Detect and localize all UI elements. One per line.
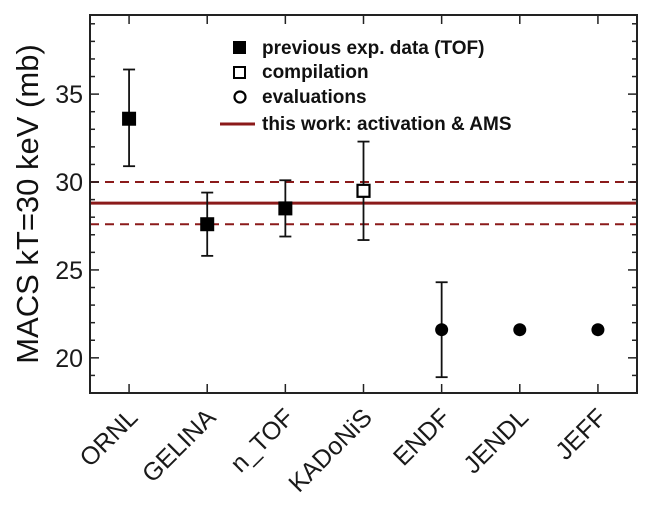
x-tick-label: KADoNiS [283, 403, 377, 497]
x-tick-label: JEFF [550, 403, 612, 465]
data-markers [122, 111, 605, 337]
data-point-n_TOF [278, 201, 293, 216]
data-point-JENDL [513, 323, 527, 337]
legend-entry-compilation: compilation [262, 62, 369, 83]
legend: previous exp. data (TOF) compilation eva… [220, 38, 512, 135]
x-tick-label: ORNL [74, 403, 143, 472]
x-tick-label: GELINA [137, 403, 222, 488]
legend-entry-this-work: this work: activation & AMS [262, 114, 512, 135]
legend-marker-open-square [233, 66, 246, 79]
data-point-ENDF [435, 323, 449, 337]
y-tick-label: 25 [55, 257, 83, 285]
y-axis-label: MACS kT=30 keV (mb) [10, 44, 45, 364]
legend-marker-filled-square [233, 41, 246, 54]
legend-marker-open-circle [233, 90, 247, 104]
legend-entry-previous-data: previous exp. data (TOF) [262, 38, 484, 59]
x-tick-label: JENDL [458, 403, 534, 479]
y-tick-label: 30 [55, 169, 83, 197]
y-tick-label: 35 [55, 81, 83, 109]
data-point-GELINA [200, 217, 215, 232]
legend-entry-evaluations: evaluations [262, 87, 367, 108]
x-tick-label: n_TOF [225, 403, 299, 477]
data-point-KADoNiS [356, 183, 371, 198]
data-point-JEFF [591, 323, 605, 337]
x-tick-label: ENDF [388, 403, 456, 471]
y-tick-label: 20 [55, 345, 83, 373]
data-point-ORNL [122, 111, 137, 126]
